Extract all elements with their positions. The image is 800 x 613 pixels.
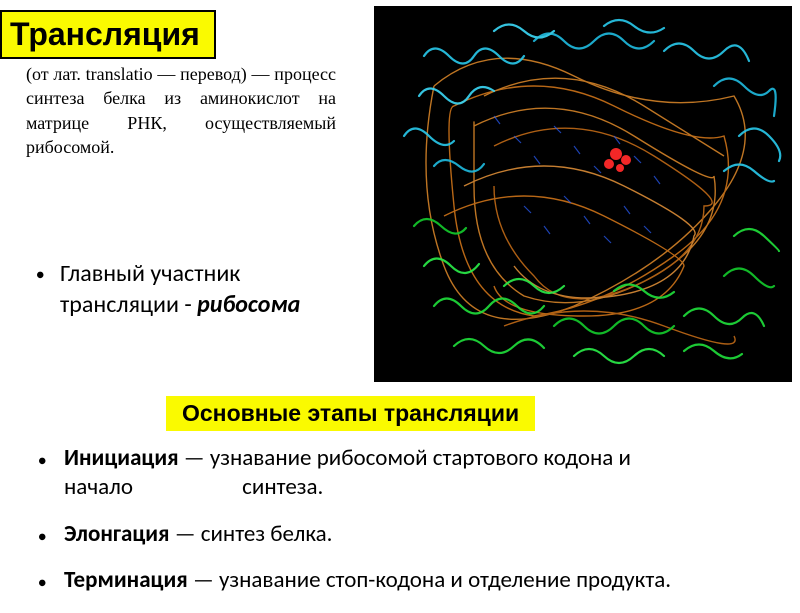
bullet-icon: ● xyxy=(38,574,46,592)
stage-term: Терминация xyxy=(64,566,188,594)
stage-item: ● Элонгация — синтез белка. xyxy=(36,520,756,549)
stages-heading: Основные этапы трансляции xyxy=(166,396,535,431)
page-title: Трансляция xyxy=(0,10,216,59)
stage-term: Инициация xyxy=(64,444,179,472)
main-participant: ● Главный участник трансляции - рибосома xyxy=(60,258,350,320)
bullet-icon: ● xyxy=(38,452,46,470)
participant-emph: рибосома xyxy=(197,290,300,319)
stage-text: — синтез белка. xyxy=(170,520,333,548)
stage-text: — узнавание стоп-кодона и отделение прод… xyxy=(188,566,671,594)
ribosome-structure-image xyxy=(374,6,792,382)
stage-term: Элонгация xyxy=(64,520,170,548)
definition-text: (от лат. translatio — перевод) — процесс… xyxy=(26,62,336,159)
stages-list: ● Инициация — узнавание рибосомой старто… xyxy=(36,444,756,613)
bullet-icon: ● xyxy=(38,528,46,546)
stage-item: ● Терминация — узнавание стоп-кодона и о… xyxy=(36,566,756,595)
bullet-icon: ● xyxy=(36,266,44,284)
stage-item: ● Инициация — узнавание рибосомой старто… xyxy=(36,444,756,502)
